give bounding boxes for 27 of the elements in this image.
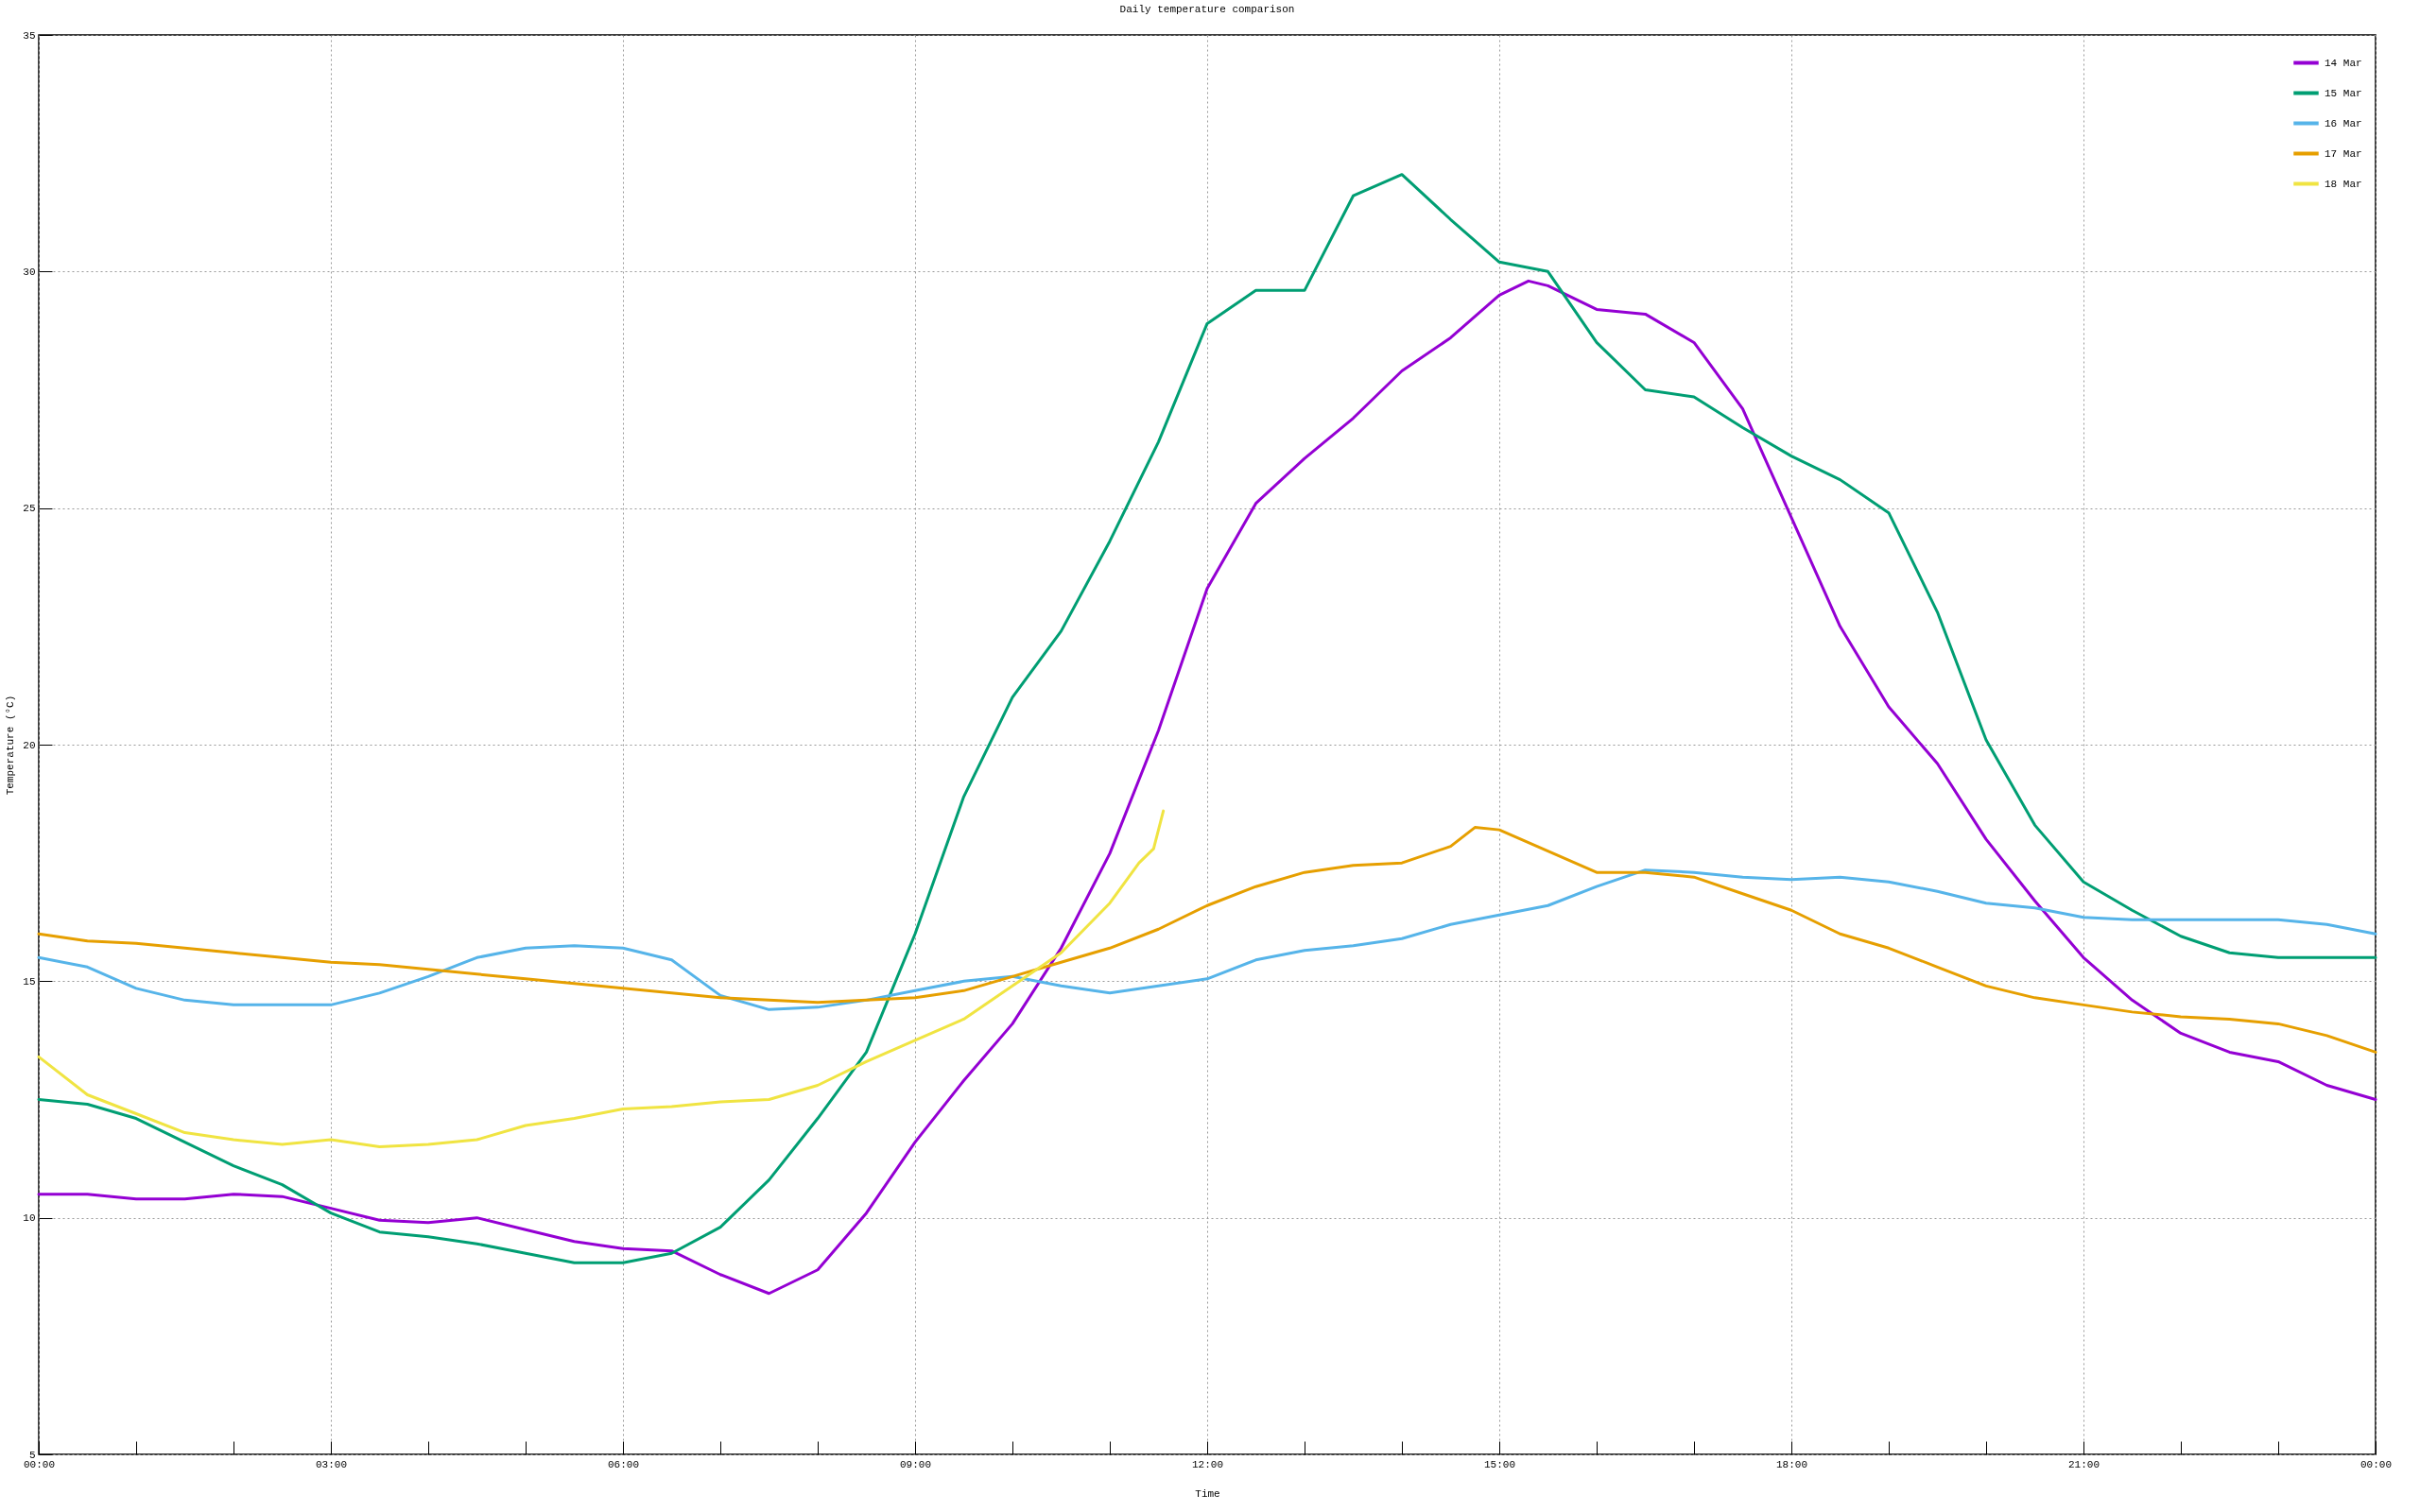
x-tick-label: 21:00 [2067,1458,2100,1470]
x-tick-label: 06:00 [607,1458,640,1470]
line-series [37,868,2377,1011]
y-tick-label: 20 [23,739,36,751]
legend-label: 18 Mar [2325,178,2362,190]
x-tick-label: 09:00 [899,1458,932,1470]
legend-label: 16 Mar [2325,117,2362,129]
line-series [37,826,2377,1054]
y-tick-label: 25 [23,503,36,515]
y-tick-label: 30 [23,266,36,278]
y-tick-label: 35 [23,29,36,42]
x-tick-label: 03:00 [315,1458,348,1470]
legend-label: 17 Mar [2325,147,2362,160]
y-tick-label: 10 [23,1212,36,1225]
x-axis-title: Time [1195,1487,1220,1500]
x-tick-label: 12:00 [1191,1458,1224,1470]
line-series [37,809,1166,1149]
x-tick-label: 15:00 [1483,1458,1516,1470]
x-tick-label: 00:00 [23,1458,56,1470]
y-tick-label: 15 [23,975,36,988]
x-tick-label: 18:00 [1775,1458,1808,1470]
chart-title: Daily temperature comparison [1119,4,1295,15]
legend-label: 15 Mar [2325,87,2362,99]
x-tick-label: 00:00 [2360,1458,2393,1470]
y-tick-label: 5 [28,1449,36,1461]
legend-label: 14 Mar [2325,57,2362,69]
y-axis-title: Temperature (°C) [5,695,17,796]
